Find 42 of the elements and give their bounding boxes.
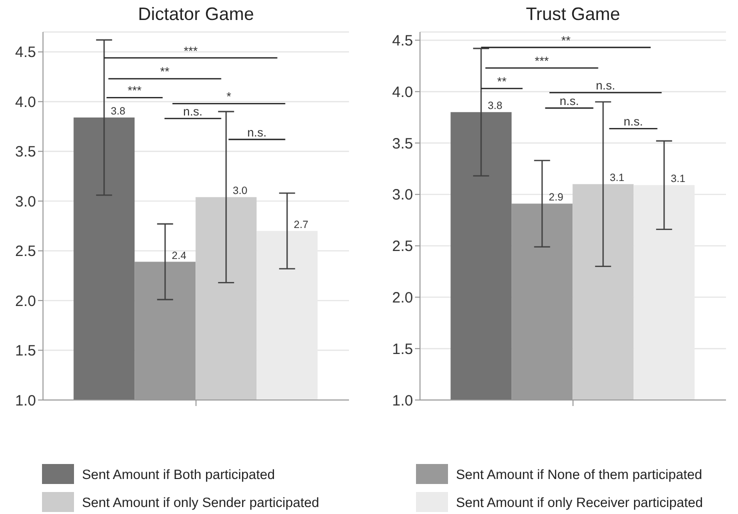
chart-title: Trust Game [524, 4, 622, 25]
legend-label: Sent Amount if only Sender participated [82, 494, 320, 510]
y-tick-label: 2.5 [15, 243, 36, 260]
data-label: 3.8 [488, 100, 503, 112]
annotation: n.s. [596, 78, 616, 93]
y-tick-label: 1.0 [392, 392, 413, 410]
y-tick-label: 2.0 [15, 292, 36, 310]
y-tick-label: 3.0 [392, 186, 413, 204]
y-tick-label: 1.0 [15, 392, 36, 410]
annotation: *** [534, 54, 550, 68]
y-tick-label: 1.5 [392, 340, 413, 358]
data-label: 3.0 [232, 185, 248, 198]
y-tick-label: 1.5 [15, 342, 36, 360]
y-tick-label: 4.5 [15, 44, 36, 62]
annotation: n.s. [560, 94, 579, 108]
legend-label: Sent Amount if None of them participated [456, 466, 702, 482]
data-label: 3.1 [670, 173, 686, 186]
y-tick-label: 2.0 [392, 290, 413, 307]
annotation: n.s. [247, 125, 267, 140]
data-label: 2.7 [294, 218, 309, 231]
legend-label: Sent Amount if Both participated [82, 466, 275, 482]
y-tick-label: 4.0 [15, 94, 36, 111]
y-tick-label: 4.0 [392, 84, 413, 101]
y-tick-label: 3.5 [392, 135, 413, 152]
annotation: *** [184, 44, 198, 58]
legend-label: Sent Amount if only Receiver participated [456, 494, 703, 510]
data-label: 2.9 [548, 192, 564, 204]
annotation: ** [497, 74, 507, 89]
annotation: *** [128, 84, 142, 98]
y-tick-label: 3.0 [15, 193, 36, 210]
annotation: * [226, 90, 232, 104]
annotation: n.s. [624, 114, 643, 129]
y-tick-label: 2.5 [392, 238, 413, 256]
annotation: ** [160, 64, 170, 79]
data-label: 2.4 [172, 250, 187, 262]
y-tick-label: 3.5 [15, 144, 36, 161]
annotation: ** [561, 33, 571, 48]
chart-title: Dictator Game [136, 4, 256, 25]
data-label: 3.8 [110, 106, 126, 118]
y-tick-label: 4.5 [392, 32, 413, 50]
annotation: n.s. [183, 104, 203, 119]
data-label: 3.1 [610, 172, 625, 184]
